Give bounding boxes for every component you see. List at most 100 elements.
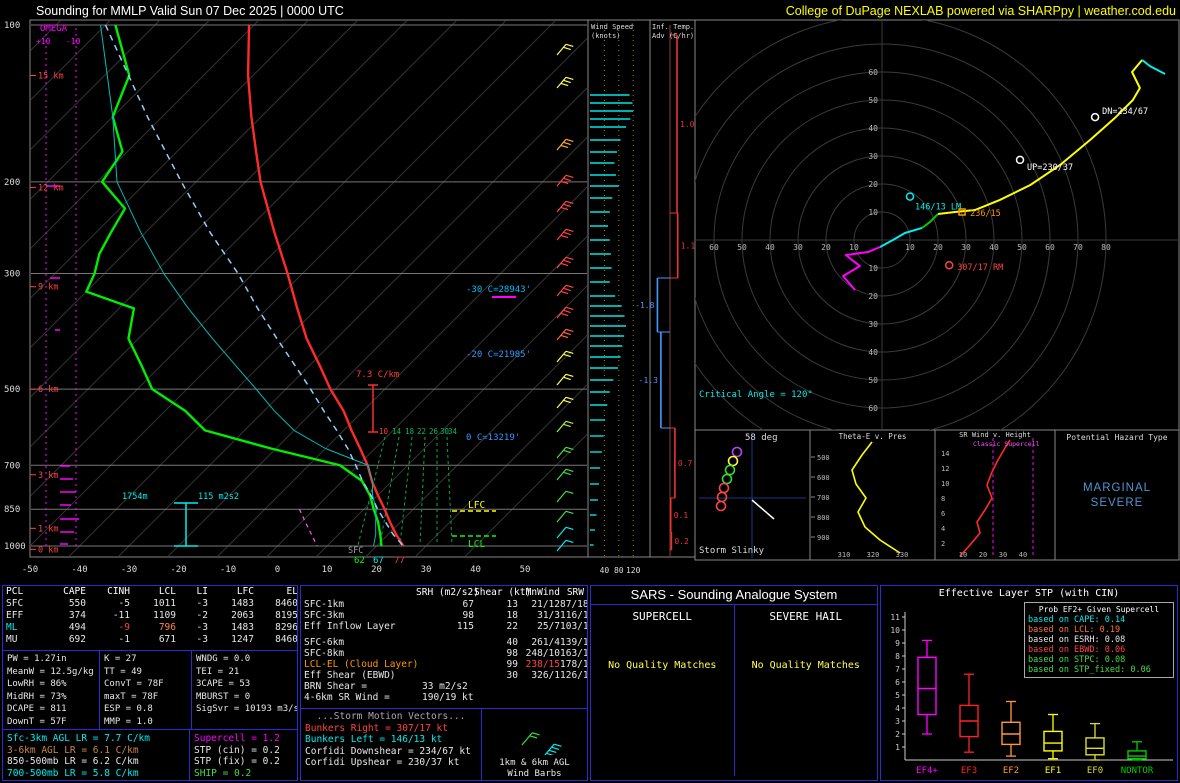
hodo-marker-label: 236/15	[970, 209, 1001, 219]
kin-header-cell: MnWind	[525, 587, 560, 598]
tempadv-value: 0.1	[674, 511, 689, 520]
stp-ytick-label: 11	[890, 613, 900, 622]
stp-ytick-label: 1	[895, 743, 900, 752]
parcel-cell: -2	[196, 610, 208, 621]
wind-barb	[556, 350, 574, 363]
thetae-inset[interactable]: 500 600 700 800 900 310 320 330	[811, 441, 908, 559]
hodo-axis-label: 40	[989, 243, 999, 252]
temperature-axis-label: 40	[470, 565, 481, 575]
stp-box	[1085, 737, 1105, 756]
parcel-table[interactable]: PCL CAPE CINH LCL LI LFC EL SFC 550 -5 1011 -3 1483 8…	[2, 585, 298, 651]
pressure-label: 700	[4, 461, 20, 471]
tempadv-value: 1.0	[680, 120, 695, 129]
skewt-annotation: 18	[405, 427, 415, 436]
parcel-cell: -11	[112, 610, 130, 621]
temperature-profile	[246, 24, 405, 547]
kin-value: 98	[506, 648, 518, 659]
hodo-marker-label: 146/13 LM	[915, 203, 961, 213]
parcel-cell: 2063	[231, 610, 254, 621]
windspeed-title-line2: (knots)	[591, 31, 621, 40]
srwind-frame	[934, 429, 1056, 561]
thermo-item: WNDG = 0.0	[196, 654, 251, 664]
wind-barb	[521, 732, 540, 746]
stp-ytick-label: 4	[895, 704, 900, 713]
wind-barb	[556, 490, 574, 503]
srwind-inset[interactable]: 14 12 10 8 6 4 2 10 20 30 40	[941, 438, 1034, 559]
hodo-axis-label: 10	[868, 264, 878, 273]
skewt-annotation: 14	[392, 427, 402, 436]
stp-box	[1127, 750, 1147, 760]
wind-barb	[556, 43, 574, 56]
srwind-km-label: 6	[941, 510, 945, 518]
hodo-axis-label: 60	[868, 404, 878, 413]
kin-value: 30	[506, 670, 518, 681]
sars-column: SEVERE HAIL No Quality Matches	[733, 605, 878, 776]
hodograph[interactable]: 10 10 20 20 30 30 40 40 50 50 60 60 10 20 30 40 50 60 70 10…	[658, 16, 1179, 464]
storm-slinky[interactable]	[699, 432, 806, 558]
composite-item: SHIP = 0.2	[194, 767, 252, 779]
temperature-axis-label: 0	[275, 565, 280, 575]
parcel-cell: -3	[196, 634, 208, 645]
kin-value: 139/14	[560, 637, 587, 648]
hazard-line1: MARGINAL	[1082, 482, 1152, 494]
kinematics-header-row: SRH (m2/s2) Shear (kt) MnWind SRW	[301, 586, 587, 599]
hodo-axis-label: 40	[868, 124, 878, 133]
srwind-km-label: 4	[941, 525, 945, 533]
srwind-x-label: 20	[979, 551, 987, 559]
brand-link[interactable]: College of DuPage NEXLAB powered via SHA…	[785, 4, 1176, 18]
parcel-cell: MU	[6, 634, 18, 645]
skewt-plot[interactable]	[0, 20, 1002, 557]
kin-header-cell: SRH (m2/s2)	[416, 587, 479, 598]
parcel-cell: 374	[68, 610, 86, 621]
composite-item: Supercell = 1.2	[194, 733, 280, 744]
thermo-item: K = 27	[104, 654, 137, 664]
parcel-cell: 1483	[231, 598, 254, 609]
kin-value: 103/17	[560, 621, 587, 632]
thetae-x-label: 320	[867, 551, 880, 559]
composite-indices-panel: Supercell = 1.2 STP (cin) = 0.2 STP (fix) …	[189, 729, 298, 781]
hodo-ring	[797, 155, 967, 325]
parcel-cell: 1011	[153, 598, 176, 609]
srw46-row: 4-6km SR Wind = 190/19 kt	[301, 692, 587, 703]
composite-item: STP (fix) = 0.2	[194, 756, 280, 767]
wind-barb	[556, 396, 574, 409]
agl-barb-box: 1km & 6km AGL Wind Barbs	[481, 708, 587, 780]
skewt-annotation: 0 C=13219'	[466, 433, 520, 443]
sars-panel[interactable]: SARS - Sounding Analogue System SUPERCELL…	[590, 585, 878, 781]
skewt-annotation: 62	[354, 556, 365, 566]
hodo-trace	[937, 59, 1143, 215]
hodo-axis-label: 30	[868, 152, 878, 161]
skewt-annotation: 1754m	[122, 492, 148, 502]
stp-ytick-label: 5	[895, 691, 900, 700]
sars-status: No Quality Matches	[608, 660, 717, 671]
lapse-rates-panel: Sfc-3km AGL LR = 7.7 C/km 3-6km AGL LR = …	[2, 729, 190, 781]
kin-label: Eff Shear (EBWD)	[304, 670, 396, 681]
hodo-ring	[769, 127, 995, 353]
wind-barb	[556, 284, 574, 297]
thetae-title: Theta-E v. Pres	[838, 432, 907, 441]
lapse-rate-item: 700-500mb LR = 5.8 C/km	[7, 767, 139, 779]
parcel-cell: 8195	[275, 610, 298, 621]
parcel-cell: 8296	[275, 622, 298, 633]
skewt-annotation: SFC	[348, 546, 363, 556]
srwind-title: SR Wind v. Height	[959, 431, 1031, 439]
hodo-axis-label: 60	[868, 68, 878, 77]
stp-ytick-label: 2	[895, 730, 900, 739]
pressure-label: 1000	[4, 542, 26, 552]
stp-box	[1043, 730, 1063, 752]
parcel-cell: SFC	[6, 598, 24, 609]
skewt-annotation: OMEGA	[40, 24, 68, 34]
parcel-cell: -3	[196, 598, 208, 609]
lapse-rate-item: Sfc-3km AGL LR = 7.7 C/km	[7, 733, 150, 744]
srw46-label: 4-6km SR Wind =	[304, 692, 390, 703]
hodo-axis-label: 40	[765, 243, 775, 252]
kin-value	[416, 670, 474, 681]
parcel-cell: 671	[158, 634, 176, 645]
skewt-annotation: -30 C=28943'	[466, 285, 531, 295]
srwind-km-label: 2	[941, 540, 945, 548]
temperature-axis-label: -10	[220, 565, 236, 575]
temperature-axis-label: 10	[322, 565, 333, 575]
wind-barb	[556, 76, 574, 89]
